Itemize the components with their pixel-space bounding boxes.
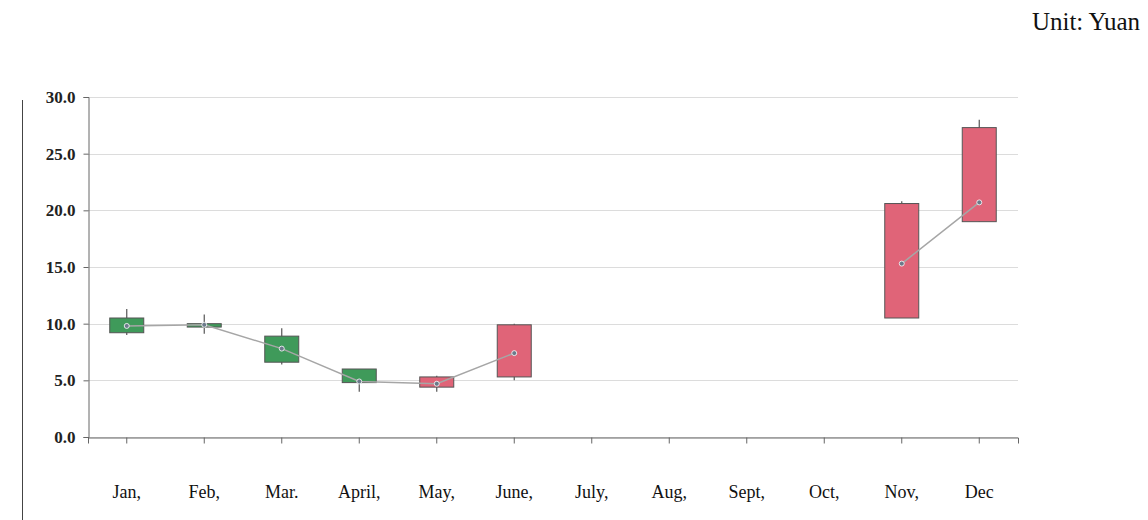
x-tick-label: Oct, <box>809 482 840 502</box>
y-tick-label: 30.0 <box>46 88 76 107</box>
y-tick-mark <box>84 267 89 268</box>
grid-line <box>88 324 1018 325</box>
x-tick-label: June, <box>496 482 534 502</box>
x-tick-mark <box>669 438 670 444</box>
marker <box>357 379 362 384</box>
y-tick-label: 20.0 <box>46 201 76 220</box>
candle <box>962 120 996 222</box>
y-tick-mark <box>84 154 89 155</box>
x-tick: Feb, <box>189 438 221 503</box>
y-tick-mark <box>84 97 89 98</box>
plot-area <box>110 120 997 392</box>
x-tick-label: May, <box>419 482 455 502</box>
x-tick-mark <box>824 438 825 444</box>
line <box>127 202 980 383</box>
x-tick-mark <box>591 438 592 444</box>
y-tick: 0.0 <box>54 428 88 447</box>
y-tick: 30.0 <box>46 88 89 107</box>
x-tick-mark <box>204 438 205 444</box>
y-tick-label: 25.0 <box>46 145 76 164</box>
x-tick: May, <box>419 438 455 503</box>
marker <box>124 323 129 328</box>
x-tick: Oct, <box>809 438 840 503</box>
grid-line <box>88 210 1018 211</box>
x-tick: Nov, <box>885 438 919 503</box>
y-tick-mark <box>84 324 89 325</box>
x-tick-mark <box>126 438 127 444</box>
x-tick-label: April, <box>338 482 381 502</box>
x-tick-mark <box>436 438 437 444</box>
x-tick-label: July, <box>575 482 608 502</box>
marker <box>279 346 284 351</box>
x-tick: June, <box>496 438 534 503</box>
x-tick: Jan, <box>113 438 142 503</box>
candle <box>497 324 531 381</box>
candle-body <box>265 336 299 362</box>
candle <box>885 201 919 318</box>
marker <box>434 381 439 386</box>
y-tick: 15.0 <box>46 258 89 277</box>
candle <box>265 328 299 364</box>
x-tick-mark <box>979 438 980 444</box>
grid-line <box>88 267 1018 268</box>
grid-line <box>88 380 1018 381</box>
x-tick-mark <box>359 438 360 444</box>
y-tick-label: 15.0 <box>46 258 76 277</box>
x-tick-label: Feb, <box>189 482 221 502</box>
annotation: Unit: Yuan <box>1032 8 1141 35</box>
candle-body <box>885 204 919 318</box>
y-axis-line <box>84 98 90 438</box>
x-tick-label: Mar. <box>265 482 299 502</box>
grid-line <box>88 154 1018 155</box>
x-tick-mark <box>281 438 282 444</box>
grid <box>88 98 1018 438</box>
marker <box>977 200 982 205</box>
y-tick-mark <box>84 437 89 438</box>
markers <box>124 200 982 386</box>
x-tick-mark <box>514 438 515 444</box>
candle <box>110 309 144 335</box>
x-axis-line <box>89 438 1019 444</box>
x-tick-label: Dec <box>965 482 994 502</box>
marker <box>899 261 904 266</box>
y-tick-label: 10.0 <box>46 315 76 334</box>
x-tick: Sept, <box>728 438 765 503</box>
candle-body <box>962 128 996 222</box>
x-tick: July, <box>575 438 608 503</box>
y-tick-label: 0.0 <box>54 428 75 447</box>
x-tick-label: Sept, <box>728 482 765 502</box>
y-tick: 5.0 <box>54 371 88 390</box>
y-tick: 20.0 <box>46 201 89 220</box>
x-axis: Jan, Feb, Mar. April, May, June, July, Aug, Sept… <box>89 438 1019 503</box>
x-tick: Dec <box>965 438 994 503</box>
y-axis: 0.0 5.0 10.0 15.0 20.0 25.0 30.0 <box>46 88 89 447</box>
x-tick-mark <box>746 438 747 444</box>
candle <box>342 369 376 392</box>
candle-body <box>497 325 531 377</box>
x-tick-label: Jan, <box>113 482 142 502</box>
frame-line <box>22 100 23 520</box>
x-tick: Aug, <box>652 438 688 503</box>
y-tick-label: 5.0 <box>54 371 75 390</box>
x-tick-mark <box>901 438 902 444</box>
chart: 0.0 5.0 10.0 15.0 20.0 25.0 30.0 Jan, Feb, Mar. Ap… <box>0 0 1148 520</box>
y-tick: 25.0 <box>46 145 89 164</box>
grid-line <box>88 97 1018 98</box>
marker <box>512 351 517 356</box>
marker <box>202 322 207 327</box>
y-tick-mark <box>84 380 89 381</box>
x-tick: Mar. <box>265 438 299 503</box>
x-tick-label: Nov, <box>885 482 919 502</box>
y-tick-mark <box>84 210 89 211</box>
y-tick: 10.0 <box>46 315 89 334</box>
x-tick-label: Aug, <box>652 482 688 502</box>
x-tick: April, <box>338 438 381 503</box>
